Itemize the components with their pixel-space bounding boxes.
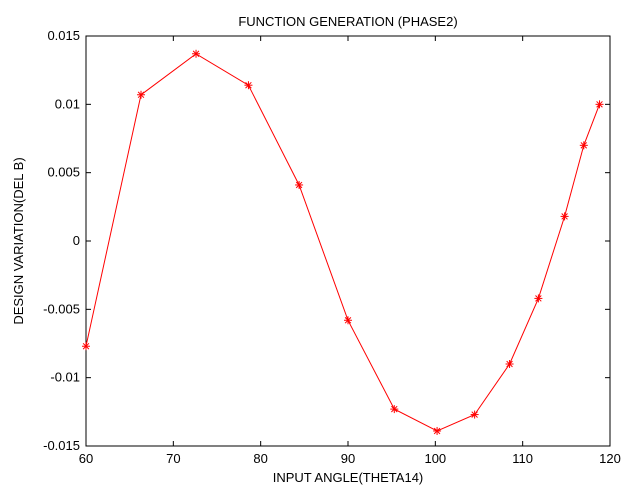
x-tick-label: 120 xyxy=(599,451,621,466)
x-tick-label: 110 xyxy=(512,451,533,466)
data-point xyxy=(192,49,201,58)
axis-ticks: 60 70 80 90 100 110 120 -0.015 -0.01 -0.005 0 0.005… xyxy=(43,28,621,466)
y-tick-label: 0 xyxy=(73,233,80,248)
x-axis-label: INPUT ANGLE(THETA14) xyxy=(273,470,424,485)
data-point xyxy=(560,212,569,221)
data-point xyxy=(390,405,399,414)
y-tick-label: -0.01 xyxy=(50,370,80,385)
x-tick-label: 60 xyxy=(79,451,93,466)
x-tick-label: 80 xyxy=(253,451,267,466)
data-point xyxy=(433,426,442,435)
series-line xyxy=(85,53,600,432)
data-point xyxy=(595,100,604,109)
y-axis-label: DESIGN VARIATION(DEL B) xyxy=(11,157,26,324)
data-point xyxy=(244,81,253,90)
y-tick-label: 0.01 xyxy=(55,96,80,111)
plot-area xyxy=(85,35,611,447)
y-tick-label: 0.005 xyxy=(47,165,80,180)
data-point xyxy=(470,410,479,419)
x-tick-label: 70 xyxy=(166,451,180,466)
data-point xyxy=(344,316,352,325)
x-tick-label: 100 xyxy=(424,451,446,466)
data-point xyxy=(579,141,588,150)
series-layer xyxy=(82,49,604,435)
data-point xyxy=(534,294,543,303)
y-tick-label: -0.015 xyxy=(43,438,80,453)
y-tick-label: 0.015 xyxy=(47,28,80,43)
y-tick-label: -0.005 xyxy=(43,301,80,316)
data-point xyxy=(137,90,146,99)
data-point xyxy=(505,360,514,368)
chart-title: FUNCTION GENERATION (PHASE2) xyxy=(238,14,457,29)
data-point xyxy=(82,342,90,351)
data-point xyxy=(295,180,304,189)
x-tick-label: 90 xyxy=(341,451,355,466)
